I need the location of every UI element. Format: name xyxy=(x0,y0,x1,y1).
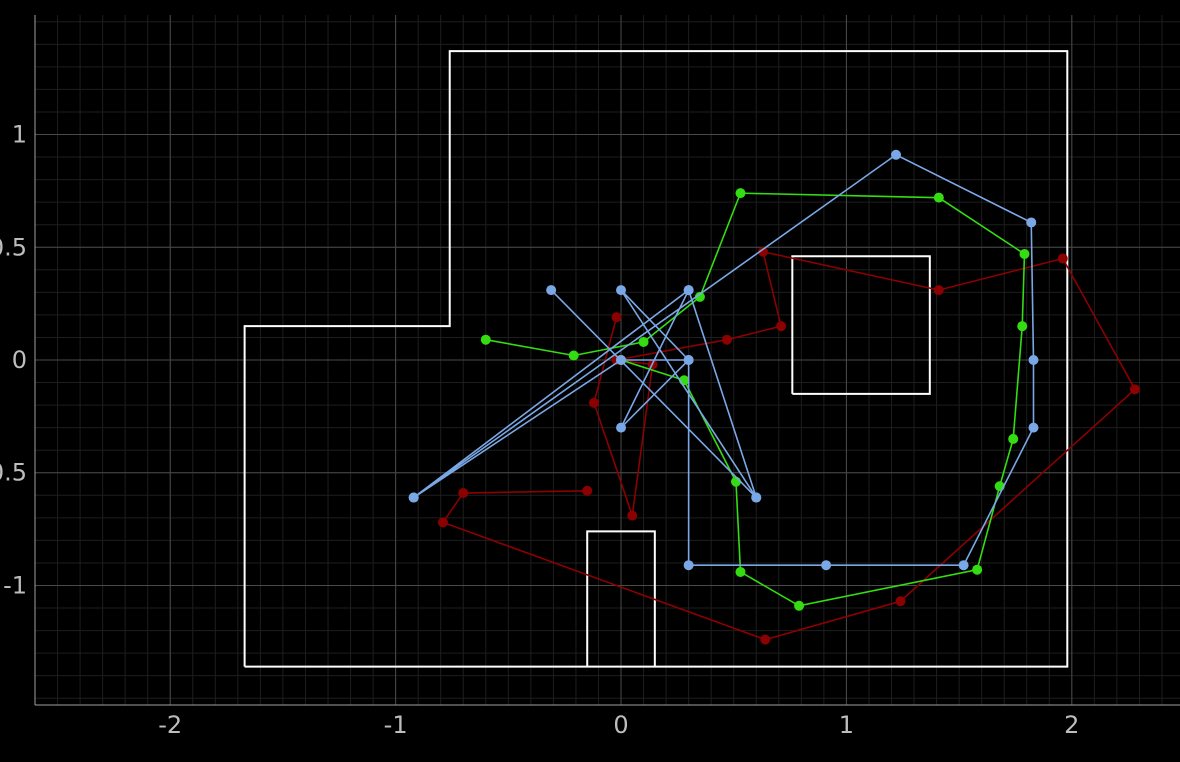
y-tick-label: 0 xyxy=(12,346,27,374)
data-point xyxy=(751,492,762,503)
data-point xyxy=(758,246,769,257)
x-tick-label: -1 xyxy=(384,711,408,739)
data-point xyxy=(588,397,599,408)
data-point xyxy=(1028,422,1039,433)
data-point xyxy=(730,476,741,487)
data-point xyxy=(611,312,622,323)
data-point xyxy=(568,350,579,361)
data-point xyxy=(776,321,787,332)
data-point xyxy=(760,634,771,645)
x-tick-label: 0 xyxy=(613,711,628,739)
data-point xyxy=(958,560,969,571)
data-point xyxy=(458,488,469,499)
series-0 xyxy=(437,246,1140,645)
data-point xyxy=(1028,355,1039,365)
data-point xyxy=(1008,433,1019,444)
data-point xyxy=(408,492,419,503)
data-point xyxy=(480,334,491,345)
data-point xyxy=(1019,249,1030,260)
x-tick-label: 1 xyxy=(839,711,854,739)
wall-outline-1 xyxy=(791,255,931,395)
data-point xyxy=(683,355,694,365)
series-layer xyxy=(408,149,1140,645)
axes xyxy=(34,15,1180,706)
data-point xyxy=(1026,217,1037,228)
data-point xyxy=(794,600,805,611)
series-2 xyxy=(408,149,1039,571)
data-point xyxy=(694,291,705,302)
data-point xyxy=(891,149,902,160)
data-point xyxy=(735,566,746,577)
data-point xyxy=(1129,384,1140,395)
data-point xyxy=(616,285,627,296)
data-point xyxy=(721,334,732,345)
y-tick-label: -1 xyxy=(3,571,27,599)
data-point xyxy=(735,188,746,199)
tick-labels: -2 -1 0 1 2 -1 -0.5 0 0.5 1 xyxy=(0,121,1079,739)
data-point xyxy=(895,596,906,607)
data-point xyxy=(1017,321,1028,332)
data-point xyxy=(616,355,627,365)
data-point xyxy=(582,485,593,496)
data-point xyxy=(1057,253,1068,264)
x-tick-label: 2 xyxy=(1064,711,1079,739)
data-point xyxy=(638,336,649,347)
data-point xyxy=(616,422,627,433)
data-point xyxy=(972,564,983,575)
y-tick-label: 0.5 xyxy=(0,233,27,261)
data-point xyxy=(933,285,944,296)
data-point xyxy=(683,560,694,571)
series-1 xyxy=(480,188,1030,611)
data-point xyxy=(546,285,557,296)
data-point xyxy=(683,285,694,296)
y-tick-label: -0.5 xyxy=(0,459,27,487)
wall-outline-0 xyxy=(243,50,1069,668)
data-point xyxy=(933,192,944,203)
data-point xyxy=(821,560,832,571)
data-point xyxy=(437,517,448,528)
x-tick-label: -2 xyxy=(158,711,182,739)
y-tick-label: 1 xyxy=(12,121,27,149)
data-point xyxy=(627,510,638,521)
series-line xyxy=(485,192,1026,607)
series-line xyxy=(441,250,1136,641)
